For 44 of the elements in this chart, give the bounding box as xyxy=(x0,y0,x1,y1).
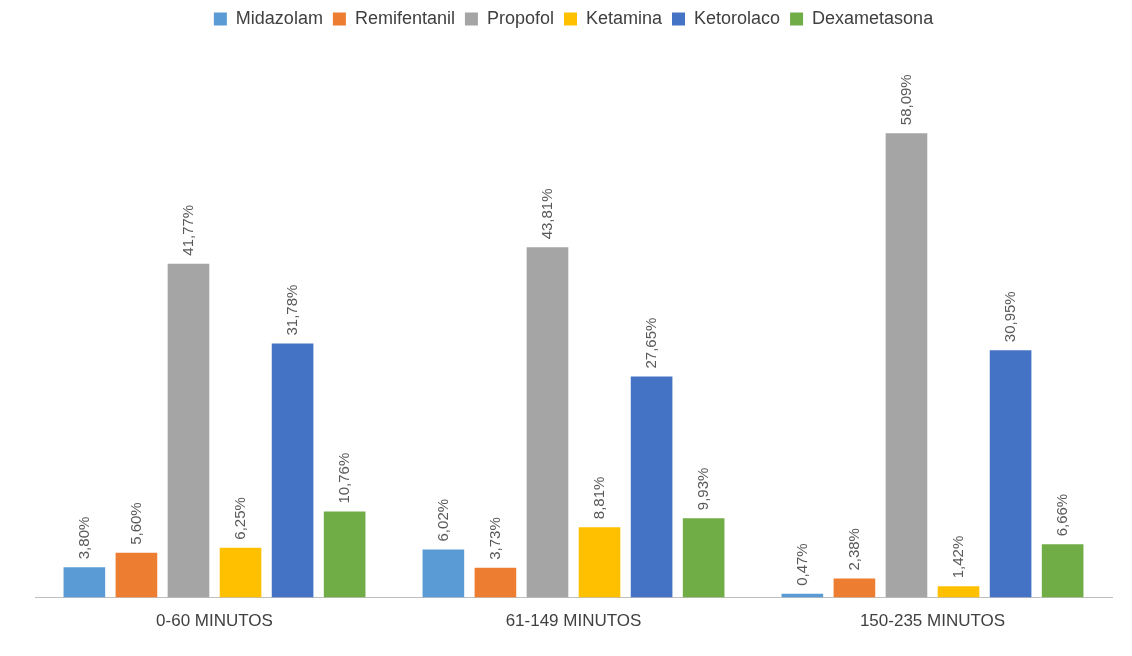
x-tick-label: 61-149 MINUTOS xyxy=(505,611,642,631)
data-label: 6,66% xyxy=(1052,493,1070,537)
data-label: 9,93% xyxy=(693,467,711,511)
data-label: 3,73% xyxy=(485,517,503,560)
bar xyxy=(323,511,366,598)
bar xyxy=(885,133,928,598)
legend-label: Propofol xyxy=(486,7,554,28)
data-label: 43,81% xyxy=(537,188,555,240)
data-label: 30,95% xyxy=(1000,291,1018,343)
bar xyxy=(1041,544,1084,598)
data-label: 2,38% xyxy=(844,528,862,571)
bar xyxy=(219,547,262,598)
data-label: 3,80% xyxy=(74,516,92,560)
bar xyxy=(937,586,980,598)
data-label: 6,02% xyxy=(433,498,451,542)
data-label: 0,47% xyxy=(792,543,810,586)
bar xyxy=(167,263,210,598)
bar xyxy=(526,247,569,598)
data-label: 6,25% xyxy=(230,497,248,540)
x-tick-label: 150-235 MINUTOS xyxy=(859,611,1006,631)
bar xyxy=(63,567,106,598)
bar xyxy=(989,350,1032,598)
bar xyxy=(422,549,465,598)
legend-label: Remifentanil xyxy=(354,7,455,28)
data-label: 27,65% xyxy=(641,317,659,369)
data-label: 58,09% xyxy=(896,74,914,126)
data-label: 1,42% xyxy=(948,535,966,579)
bar xyxy=(630,376,673,598)
data-label: 8,81% xyxy=(589,476,607,520)
bar xyxy=(833,578,876,598)
x-tick-label: 0-60 MINUTOS xyxy=(156,611,273,631)
data-label: 10,76% xyxy=(334,452,352,504)
legend-label: Midazolam xyxy=(235,7,323,28)
bar xyxy=(682,518,725,598)
bar xyxy=(578,527,621,598)
legend-label: Ketamina xyxy=(585,7,664,28)
data-label: 41,77% xyxy=(178,204,196,256)
bar xyxy=(271,343,314,598)
data-label: 31,78% xyxy=(282,284,300,336)
bar xyxy=(115,552,158,598)
legend-label: Dexametasona xyxy=(812,7,935,28)
data-label: 5,60% xyxy=(126,502,144,545)
legend-label: Ketorolaco xyxy=(694,7,781,28)
bar xyxy=(474,567,517,598)
